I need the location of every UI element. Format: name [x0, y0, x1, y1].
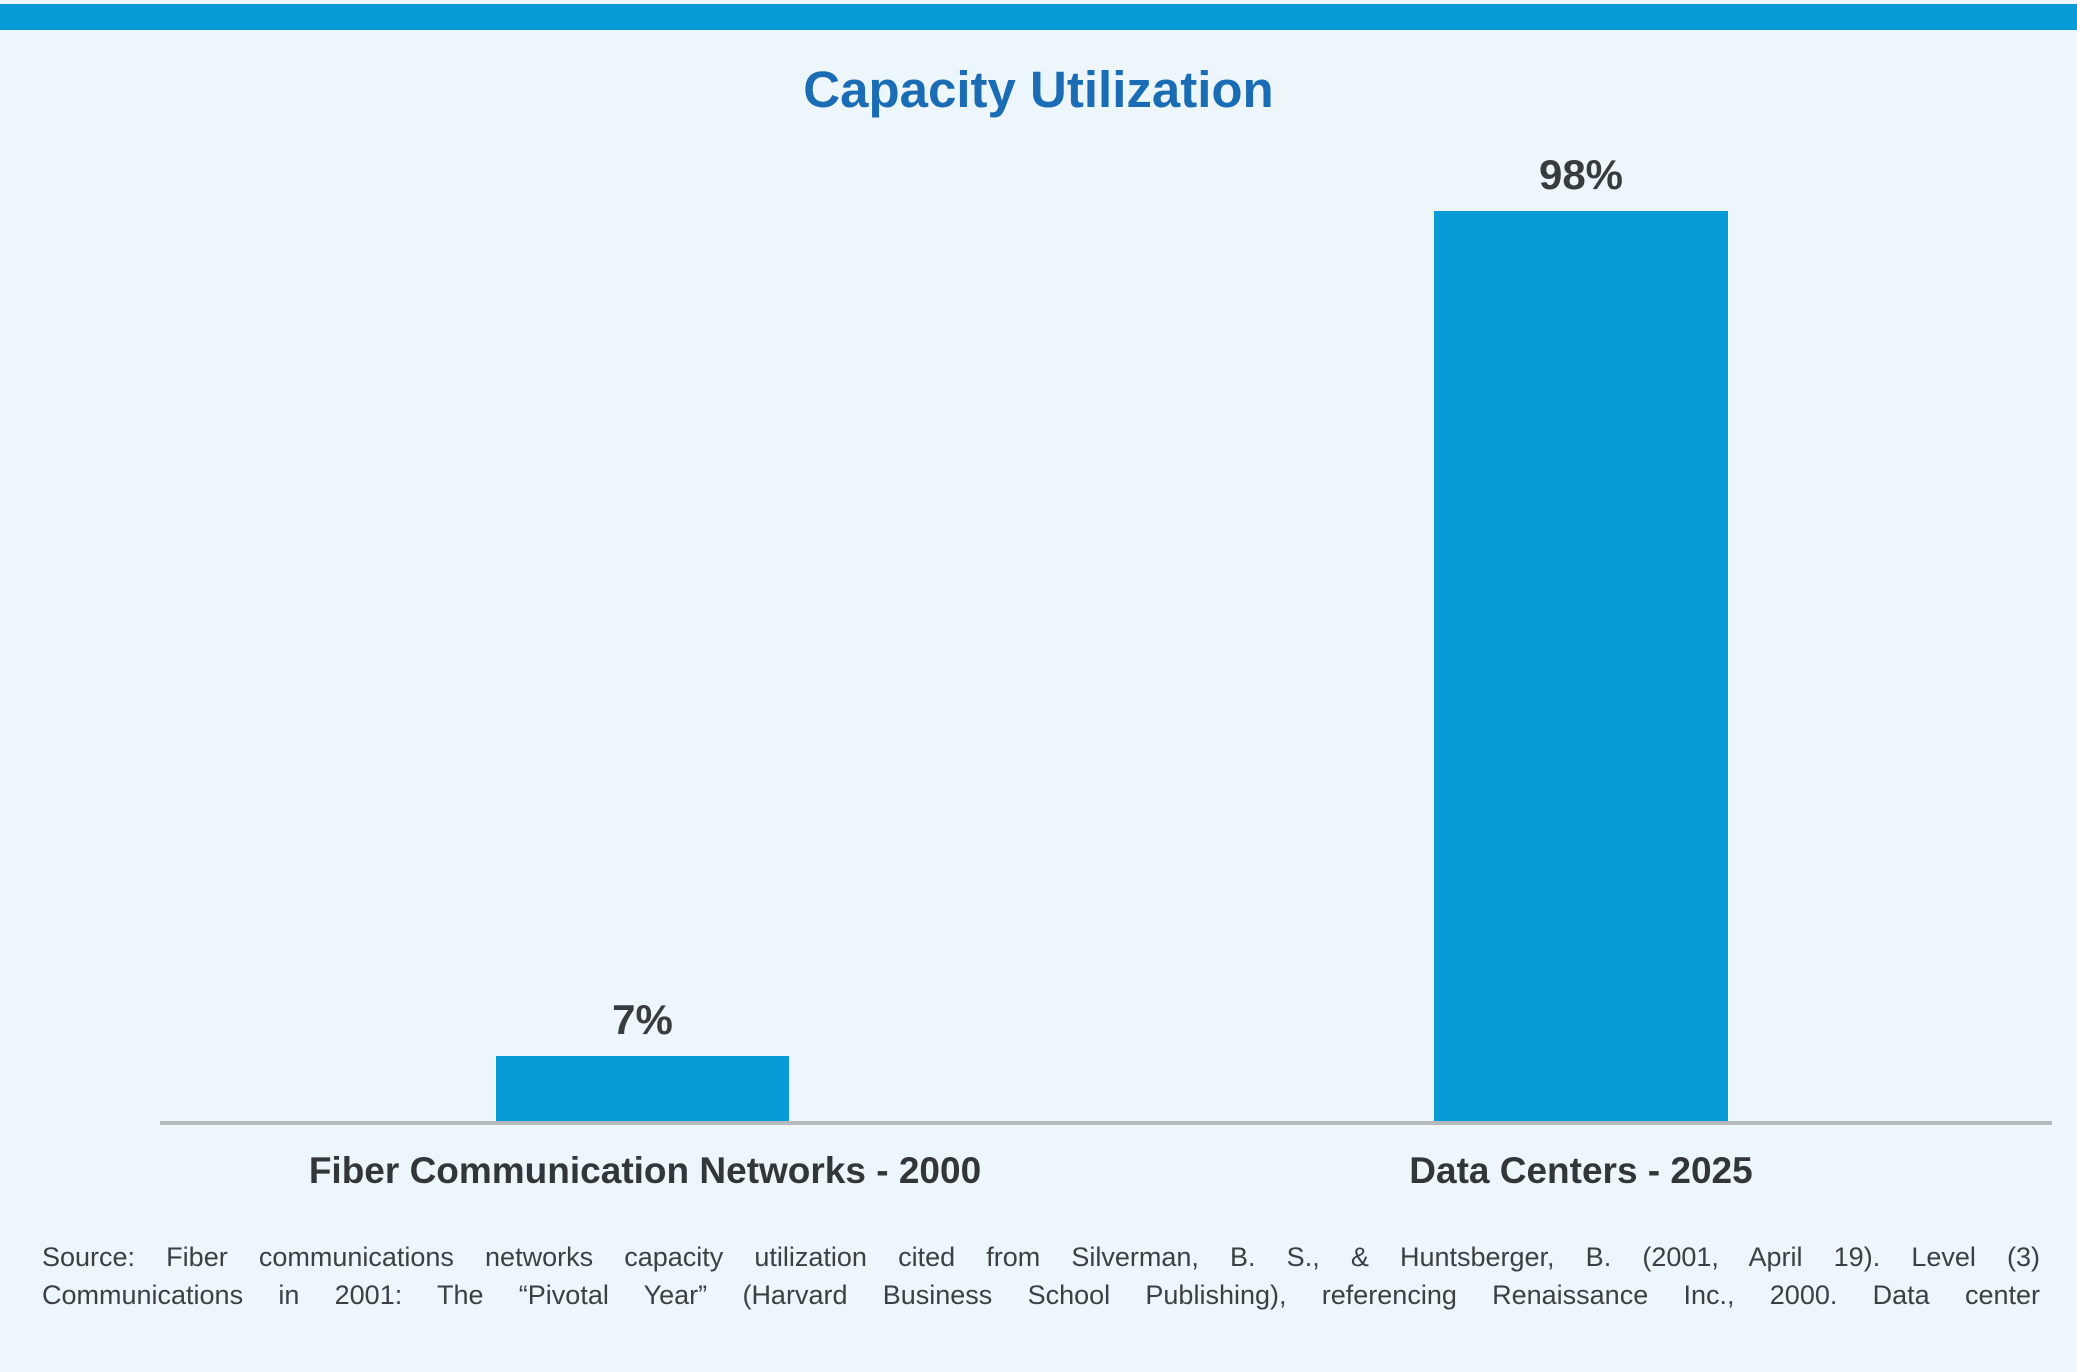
source-note: Source: Fiber communications networks ca… — [42, 1238, 2040, 1314]
category-label-data-centers-2025: Data Centers - 2025 — [1409, 1150, 1753, 1191]
top-accent-bar — [0, 4, 2077, 30]
source-note-line-2: Communications in 2001: The “Pivotal Yea… — [42, 1280, 2040, 1310]
bar-group-fiber-networks-2000: 7% — [496, 996, 789, 1121]
category-label-fiber-networks-2000: Fiber Communication Networks - 2000 — [308, 1150, 982, 1191]
bar-data-centers-2025 — [1434, 211, 1728, 1121]
bar-value-label: 98% — [1538, 151, 1624, 198]
x-axis-line — [160, 1121, 2052, 1125]
bar-value-label: 7% — [612, 996, 673, 1043]
source-note-line-1: Source: Fiber communications networks ca… — [42, 1242, 2040, 1272]
chart-title: Capacity Utilization — [803, 61, 1274, 118]
bar-fiber-networks-2000 — [496, 1056, 789, 1121]
bar-group-data-centers-2025: 98% — [1434, 151, 1728, 1121]
